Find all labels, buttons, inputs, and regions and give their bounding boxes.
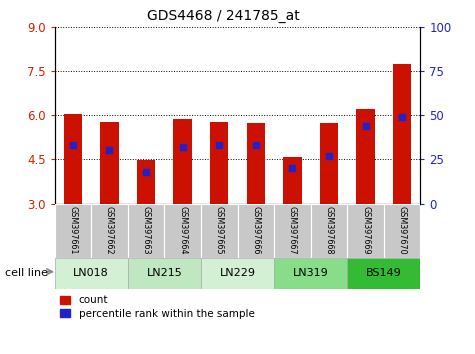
Bar — [238, 204, 274, 258]
Bar — [347, 258, 420, 289]
Text: LN018: LN018 — [73, 268, 109, 279]
Text: GSM397664: GSM397664 — [178, 206, 187, 254]
Bar — [91, 204, 128, 258]
Point — [179, 144, 186, 150]
Text: cell line: cell line — [5, 268, 48, 278]
Text: GSM397665: GSM397665 — [215, 206, 224, 255]
Bar — [274, 258, 347, 289]
Bar — [164, 204, 201, 258]
Point — [216, 142, 223, 148]
Text: GSM397670: GSM397670 — [398, 206, 407, 255]
Bar — [64, 114, 82, 204]
Bar — [128, 258, 201, 289]
Bar — [274, 204, 311, 258]
Bar — [384, 204, 420, 258]
Bar — [173, 119, 192, 204]
Bar — [210, 122, 228, 204]
Point — [142, 169, 150, 175]
Text: BS149: BS149 — [366, 268, 402, 279]
Bar — [283, 157, 302, 204]
Bar — [55, 258, 128, 289]
Bar — [137, 160, 155, 204]
Text: LN215: LN215 — [146, 268, 182, 279]
Bar — [201, 204, 238, 258]
Point — [289, 165, 296, 171]
Bar — [356, 109, 375, 204]
Text: LN229: LN229 — [219, 268, 256, 279]
Point — [398, 114, 406, 120]
Legend: count, percentile rank within the sample: count, percentile rank within the sample — [60, 296, 255, 319]
Text: GSM397669: GSM397669 — [361, 206, 370, 255]
Point — [105, 148, 113, 153]
Bar — [311, 204, 347, 258]
Bar — [347, 204, 384, 258]
Text: GDS4468 / 241785_at: GDS4468 / 241785_at — [147, 9, 300, 23]
Text: GSM397668: GSM397668 — [324, 206, 333, 254]
Point — [325, 153, 332, 159]
Text: GSM397663: GSM397663 — [142, 206, 151, 254]
Point — [252, 142, 259, 148]
Point — [69, 142, 77, 148]
Bar — [100, 122, 119, 204]
Bar — [247, 123, 265, 204]
Text: GSM397667: GSM397667 — [288, 206, 297, 255]
Text: LN319: LN319 — [293, 268, 329, 279]
Text: GSM397661: GSM397661 — [68, 206, 77, 254]
Text: GSM397666: GSM397666 — [251, 206, 260, 254]
Bar — [128, 204, 164, 258]
Bar — [201, 258, 274, 289]
Bar — [393, 64, 411, 204]
Point — [362, 123, 370, 129]
Bar — [320, 123, 338, 204]
Bar — [55, 204, 91, 258]
Text: GSM397662: GSM397662 — [105, 206, 114, 255]
